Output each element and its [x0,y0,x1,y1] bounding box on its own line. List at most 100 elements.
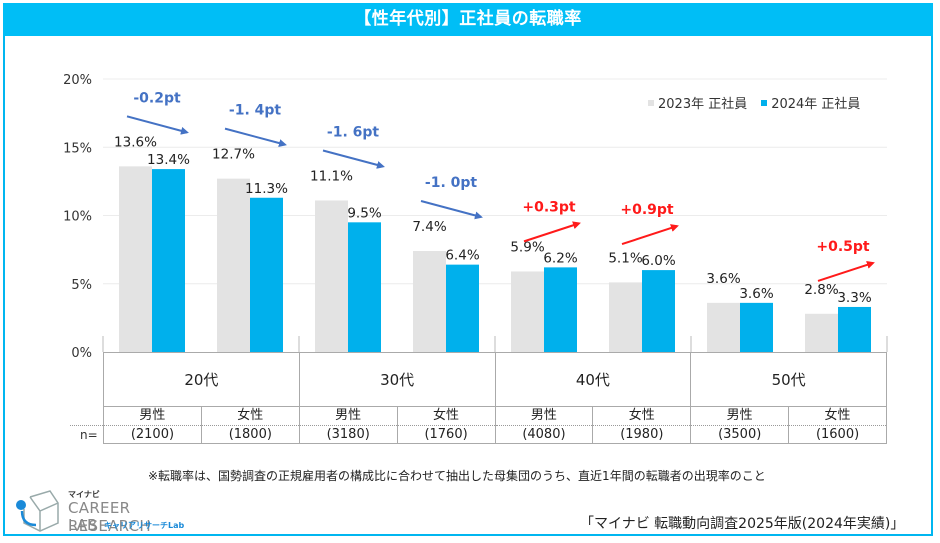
legend-swatch-2023 [648,99,654,106]
subgroup-cell: 女性 (1800) [201,406,300,444]
value-label-2024: 6.4% [445,248,479,264]
legend-label-2023: 2023年 正社員 [658,97,748,112]
bars [119,166,871,352]
y-tick-label: 15% [63,141,92,156]
delta-label: +0.3pt [522,199,576,215]
delta-label: -1. 6pt [327,124,380,140]
dotted-divider [70,425,103,426]
legend-item-2023: 2023年 正社員 [648,93,747,112]
bar-2024 [642,270,675,352]
logo-sub: キャリアリサーチLab [104,521,185,530]
delta-arrow [420,200,483,220]
delta-arrow [523,221,581,243]
bar-2024 [838,306,871,352]
value-label-2024: 3.3% [837,290,871,306]
gender-label: 女性 [789,407,886,426]
age-group-50s: 50代 [691,352,887,407]
gender-label: 女性 [201,407,299,426]
bar-2024 [348,222,381,352]
logo-line1: CAREER RESEARCH [68,499,151,535]
delta-arrow [621,224,679,246]
subgroup-cell: 女性 (1760) [397,406,496,444]
subgroup-cell: 男性 (3500) [691,406,790,444]
bar-2024 [250,197,283,352]
legend-label-2024: 2024年 正社員 [771,97,861,112]
n-label: n= [80,428,98,442]
bar-2023 [609,282,642,352]
subgroup-cell: 男性 (2100) [103,406,202,444]
y-tick-label: 5% [71,278,92,293]
delta-arrow [817,261,875,282]
delta-label: -1. 4pt [229,103,282,119]
y-tick-label: 10% [63,210,92,225]
value-label-2023: 5.1% [608,250,642,266]
delta-label: -1. 0pt [425,175,478,191]
bar-2024 [740,302,773,352]
sample-size: (4080) [522,427,566,442]
age-group-30s: 30代 [299,352,496,407]
bar-2023 [217,178,250,352]
value-label-2024: 13.4% [147,152,190,168]
y-tick-label: 0% [71,346,92,361]
sample-size: (3180) [326,427,370,442]
gender-label: 男性 [104,407,201,426]
subgroup-cell: 女性 (1600) [789,406,887,444]
bar-2023 [413,250,446,352]
delta-annotations: -0.2pt -1. 4pt -1. 6pt -1. 0pt +0.3pt +0.9pt +… [126,90,875,282]
logo-line2: LAB [68,516,98,534]
value-label-2024: 6.0% [641,253,675,269]
gender-label: 女性 [593,407,691,426]
bar-2024 [152,169,185,352]
value-label-2024: 3.6% [739,286,773,302]
bar-2024 [446,264,479,352]
chart-title: 【性年代別】正社員の転職率 [3,3,933,36]
bar-2023 [805,313,838,352]
age-group-row: 20代 30代 40代 50代 [103,352,887,407]
value-label-2023: 12.7% [212,147,255,163]
career-research-lab-logo: マイナビ CAREER RESEARCH LAB キャリアリサーチLab [12,489,212,535]
delta-label: +0.5pt [816,239,870,255]
value-label-2023: 2.8% [804,282,838,298]
gender-label: 男性 [691,407,789,426]
delta-arrow [322,149,385,169]
gender-label: 女性 [397,407,495,426]
sample-size: (1760) [424,427,468,442]
logo-brand: マイナビ [68,490,100,499]
age-group-40s: 40代 [495,352,692,407]
value-label-2024: 11.3% [245,181,288,197]
sample-size: (1600) [815,427,860,442]
y-tick-label: 20% [63,73,92,88]
value-label-2023: 7.4% [412,219,446,235]
value-label-2023: 11.1% [310,168,353,184]
legend: 2023年 正社員 2024年 正社員 [648,93,860,112]
sample-size: (1800) [228,427,272,442]
legend-swatch-2024 [761,99,768,106]
age-group-20s: 20代 [103,352,300,407]
value-label-2023: 3.6% [706,271,740,287]
legend-item-2024: 2024年 正社員 [761,93,860,112]
bar-2023 [511,271,544,352]
value-label-2024: 6.2% [543,250,577,266]
delta-arrow [126,115,189,135]
gender-row: 男性 (2100) 女性 (1800) 男性 (3180) 女性 (1760) 男性 (4… [103,406,887,444]
sample-size: (1980) [620,427,664,442]
bar-2023 [119,166,152,352]
delta-label: +0.9pt [620,202,674,218]
value-label-2023: 13.6% [114,134,157,150]
value-label-2023: 5.9% [510,239,544,255]
sample-size: (2100) [130,427,175,442]
bar-2024 [544,267,577,352]
delta-arrow [224,127,287,147]
value-labels: 13.6% 13.4% 12.7% 11.3% 11.1% 9.5% 7.4% 6.4% 5.9… [114,134,872,306]
delta-label: -0.2pt [133,90,181,106]
bar-2023 [315,200,348,352]
source-citation: 「マイナビ 転職動向調査2025年版(2024年実績)」 [580,516,905,532]
subgroup-cell: 男性 (4080) [495,406,594,444]
subgroup-cell: 女性 (1980) [593,406,692,444]
subgroup-cell: 男性 (3180) [299,406,398,444]
cube-logo-icon [16,490,59,532]
gender-label: 男性 [299,407,397,426]
value-label-2024: 9.5% [347,205,381,221]
sample-size: (3500) [718,427,762,442]
